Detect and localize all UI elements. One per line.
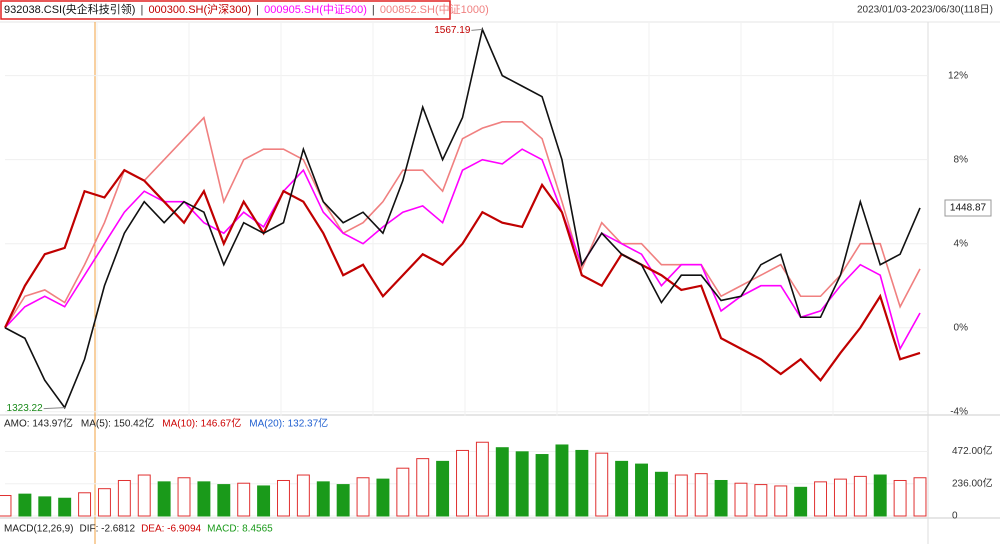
legend-box xyxy=(0,0,451,20)
volume-bar xyxy=(893,479,907,517)
separator: | xyxy=(256,4,259,16)
series-line xyxy=(4,116,921,329)
legend-entry: 932038.CSI(央企科技引领) xyxy=(4,2,135,16)
volume-bar xyxy=(117,479,131,517)
volume-bar xyxy=(495,447,509,517)
low-label: 1323.22 xyxy=(7,403,44,414)
macd-label: DEA: -6.9094 xyxy=(141,524,201,535)
y-tick-label: 12% xyxy=(948,70,968,81)
y-tick-label: -4% xyxy=(950,406,968,417)
series-line xyxy=(4,168,921,382)
volume-bar xyxy=(436,460,450,517)
volume-bar xyxy=(157,481,171,517)
series-line xyxy=(4,26,921,410)
volume-bar xyxy=(277,479,290,517)
volume-bar xyxy=(237,482,251,517)
volume-bar xyxy=(595,452,609,517)
volume-bar xyxy=(137,474,151,517)
indicator-label: MA(5): 150.42亿 xyxy=(81,417,154,430)
volume-bar xyxy=(336,484,350,517)
y-tick-label: 0% xyxy=(954,322,969,333)
volume-bar xyxy=(734,482,748,517)
volume-bar xyxy=(555,444,569,517)
macd-label: MACD(12,26,9) xyxy=(4,524,73,535)
macd-label: DIF: -2.6812 xyxy=(79,524,135,535)
y-tick-label: 8% xyxy=(954,154,969,165)
y-tick-label: 236.00亿 xyxy=(952,476,993,489)
legend-entry: 000852.SH(中证1000) xyxy=(380,3,489,16)
volume-bar xyxy=(754,484,768,517)
volume-bar xyxy=(575,449,589,517)
series-line xyxy=(4,148,921,351)
volume-bar xyxy=(774,485,788,517)
volume-bar xyxy=(257,485,271,517)
volume-bar xyxy=(376,478,390,517)
volume-bar xyxy=(396,467,410,517)
volume-bar xyxy=(694,473,708,517)
volume-bar xyxy=(913,477,927,517)
volume-bar xyxy=(296,474,310,517)
volume-bar xyxy=(18,493,32,517)
volume-bar xyxy=(814,481,828,517)
volume-bar xyxy=(635,463,648,517)
indicator-label: AMO: 143.97亿 xyxy=(4,417,73,430)
volume-bar xyxy=(78,492,92,517)
volume-bar xyxy=(177,477,191,517)
legend-entry: 000300.SH(沪深300) xyxy=(148,2,251,16)
volume-bar xyxy=(535,454,549,517)
separator: | xyxy=(372,4,375,16)
legend-entry: 000905.SH(中证500) xyxy=(264,3,367,16)
date-range: 2023/01/03-2023/06/30(118日) xyxy=(857,5,993,16)
low-leader xyxy=(43,407,65,410)
y-tick-label: 4% xyxy=(954,238,969,249)
volume-bar xyxy=(654,471,668,517)
separator: | xyxy=(140,4,143,16)
volume-bar xyxy=(714,479,728,517)
high-label: 1567.19 xyxy=(434,25,471,36)
volume-bar xyxy=(515,451,529,517)
volume-bar xyxy=(217,484,231,517)
volume-bar xyxy=(197,481,211,517)
volume-bar xyxy=(316,481,330,517)
indicator-label: MA(20): 132.37亿 xyxy=(249,417,328,430)
volume-bar xyxy=(58,497,72,517)
volume-bar xyxy=(833,478,847,517)
volume-bar xyxy=(416,458,430,517)
volume-bar xyxy=(615,460,629,517)
y-tick-label: 472.00亿 xyxy=(952,444,993,457)
last-price-label: 1448.87 xyxy=(950,203,987,214)
volume-bar xyxy=(873,474,887,517)
volume-bar xyxy=(794,486,808,517)
volume-bar xyxy=(475,441,489,517)
macd-label: MACD: 8.4565 xyxy=(207,524,273,535)
volume-bar xyxy=(38,496,52,517)
volume-bar xyxy=(97,488,111,517)
y-tick-label: 0 xyxy=(952,511,958,522)
indicator-label: MA(10): 146.67亿 xyxy=(162,417,241,430)
volume-bar xyxy=(456,449,469,517)
high-leader xyxy=(471,28,483,31)
volume-bar xyxy=(356,477,370,517)
volume-bar xyxy=(0,495,12,517)
volume-bar xyxy=(853,475,867,517)
last-price-box xyxy=(944,199,992,217)
volume-bar xyxy=(674,474,688,517)
